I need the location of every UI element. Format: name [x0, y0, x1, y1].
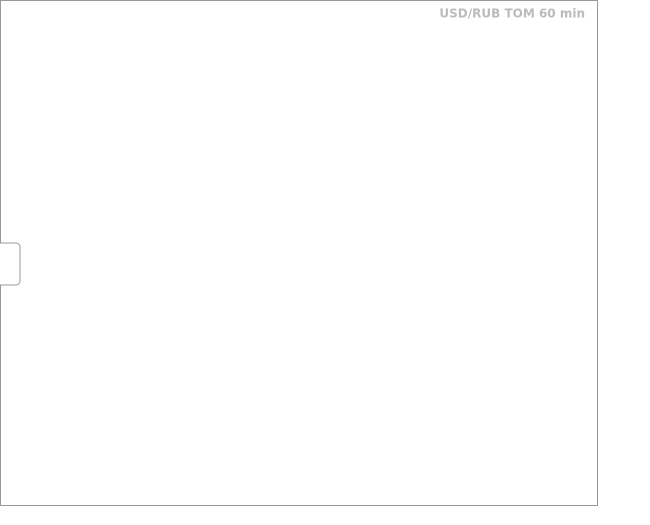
chart-title: USD/RUB TOM 60 min [439, 7, 585, 21]
annotations [0, 242, 21, 286]
callout-box [0, 242, 21, 286]
